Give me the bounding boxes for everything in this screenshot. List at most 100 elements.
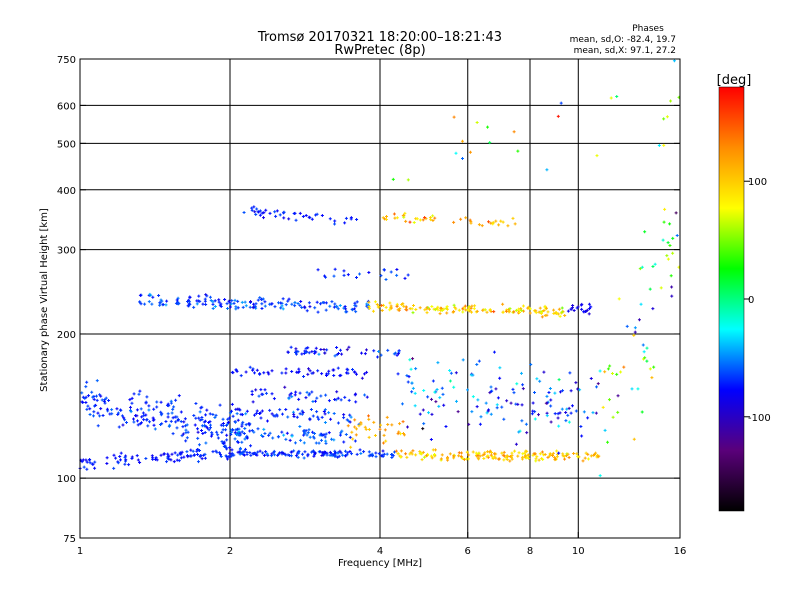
data-point (280, 304, 284, 308)
data-point (243, 447, 247, 451)
data-point (354, 433, 358, 437)
data-point (294, 390, 298, 394)
data-point (233, 420, 237, 424)
data-point (307, 351, 311, 355)
data-point (391, 454, 395, 458)
data-point (129, 405, 133, 409)
data-point (112, 466, 116, 470)
data-point (112, 453, 116, 457)
data-point (275, 209, 279, 213)
data-point (138, 293, 142, 297)
data-point (110, 412, 114, 416)
data-point (452, 385, 456, 389)
data-point (578, 388, 582, 392)
data-point (93, 460, 97, 464)
data-point (354, 427, 358, 431)
data-point (308, 305, 312, 309)
data-point (203, 452, 207, 456)
y-axis-label: Stationary phase Virtual Height [km] (39, 208, 50, 392)
data-point (495, 403, 499, 407)
data-point (253, 210, 257, 214)
data-point (203, 456, 207, 460)
data-point (433, 390, 437, 394)
data-point (425, 311, 429, 315)
data-point (616, 410, 620, 414)
data-point (255, 453, 259, 457)
data-point (301, 410, 305, 414)
data-point (337, 454, 341, 458)
data-point (346, 368, 350, 372)
data-point (349, 445, 353, 449)
data-point (561, 389, 565, 393)
data-point (155, 400, 159, 404)
data-point (144, 456, 148, 460)
data-point (307, 215, 311, 219)
data-point (316, 415, 320, 419)
data-point (485, 310, 489, 314)
data-point (632, 333, 636, 337)
data-point (360, 351, 364, 355)
data-point (344, 432, 348, 436)
data-point (340, 429, 344, 433)
data-point (329, 417, 333, 421)
data-point (258, 449, 262, 453)
data-point (130, 396, 134, 400)
data-point (282, 216, 286, 220)
data-point (410, 307, 414, 311)
data-point (482, 457, 486, 461)
data-point (448, 379, 452, 383)
data-point (659, 286, 663, 290)
data-point (309, 407, 313, 411)
data-point (367, 300, 371, 304)
data-point (346, 451, 350, 455)
data-point (466, 308, 470, 312)
data-point (315, 396, 319, 400)
data-point (529, 362, 533, 366)
data-point (345, 453, 349, 457)
data-point (669, 274, 673, 278)
data-point (526, 306, 530, 310)
data-point (404, 452, 408, 456)
data-point (314, 399, 318, 403)
data-point (512, 310, 516, 314)
data-point (233, 431, 237, 435)
data-point (181, 425, 185, 429)
data-point (586, 452, 590, 456)
data-point (228, 305, 232, 309)
data-point (570, 306, 574, 310)
data-point (514, 308, 518, 312)
data-point (290, 450, 294, 454)
data-point (267, 372, 271, 376)
data-point (495, 406, 499, 410)
data-point (282, 210, 286, 214)
data-point (497, 457, 501, 461)
data-point (319, 394, 323, 398)
data-point (296, 407, 300, 411)
data-point (255, 207, 259, 211)
data-point (170, 452, 174, 456)
data-point (308, 369, 312, 373)
data-point (491, 221, 495, 225)
data-point (470, 304, 474, 308)
data-point (343, 304, 347, 308)
data-point (236, 427, 240, 431)
data-point (242, 210, 246, 214)
data-point (341, 453, 345, 457)
data-point (589, 454, 593, 458)
x-tick-label: 8 (527, 546, 533, 557)
data-point (234, 407, 238, 411)
data-point (219, 423, 223, 427)
data-point (147, 408, 151, 412)
data-point (418, 306, 422, 310)
data-point (179, 410, 183, 414)
data-point (342, 440, 346, 444)
data-point (506, 224, 510, 228)
data-point (99, 407, 103, 411)
y-axis-ticks: 75 100 200 300 400 500 600 750 (57, 55, 680, 545)
data-point (255, 409, 259, 413)
data-point (468, 150, 472, 154)
data-point (195, 449, 199, 453)
data-point (545, 394, 549, 398)
data-point (297, 451, 301, 455)
data-point (181, 432, 185, 436)
